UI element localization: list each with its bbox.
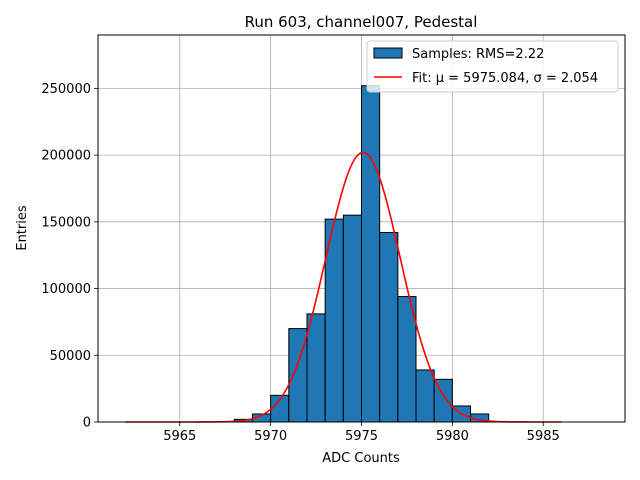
histogram-bar	[379, 232, 399, 423]
x-tick-label: 5975	[345, 429, 378, 444]
histogram-bar	[415, 369, 435, 423]
x-tick-label: 5985	[527, 429, 560, 444]
y-tick-label: 250000	[41, 82, 91, 97]
x-axis-title: ADC Counts	[322, 451, 400, 466]
y-axis-ticks: 0 50000 100000 150000 200000 250000	[41, 82, 98, 431]
x-tick-label: 5970	[254, 429, 287, 444]
y-tick-label: 200000	[41, 149, 91, 164]
x-tick-label: 5980	[436, 429, 469, 444]
legend-swatch-samples	[373, 47, 403, 59]
x-tick-label: 5965	[163, 429, 196, 444]
legend: Samples: RMS=2.22 Fit: μ = 5975.084, σ =…	[366, 40, 619, 93]
chart-title: Run 603, channel007, Pedestal	[245, 13, 478, 31]
legend-label-samples: Samples: RMS=2.22	[412, 47, 544, 62]
histogram-bars	[233, 85, 490, 423]
y-axis-title: Entries	[15, 205, 30, 251]
legend-label-fit: Fit: μ = 5975.084, σ = 2.054	[412, 71, 598, 86]
y-tick-label: 150000	[41, 215, 91, 230]
histogram-bar	[342, 214, 362, 423]
x-axis-ticks: 5965 5970 5975 5980 5985	[163, 422, 560, 444]
y-tick-label: 50000	[50, 349, 91, 364]
legend-box	[366, 40, 619, 93]
histogram-bar	[361, 85, 381, 423]
y-tick-label: 100000	[41, 282, 91, 297]
histogram-bar	[306, 313, 326, 423]
y-tick-label: 0	[83, 416, 91, 431]
